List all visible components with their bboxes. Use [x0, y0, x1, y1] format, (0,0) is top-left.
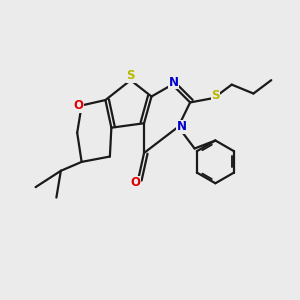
Text: O: O — [74, 99, 84, 112]
Text: N: N — [169, 76, 179, 89]
Text: O: O — [130, 176, 140, 189]
Text: N: N — [177, 120, 187, 133]
Text: S: S — [211, 89, 220, 102]
Text: S: S — [126, 69, 135, 82]
